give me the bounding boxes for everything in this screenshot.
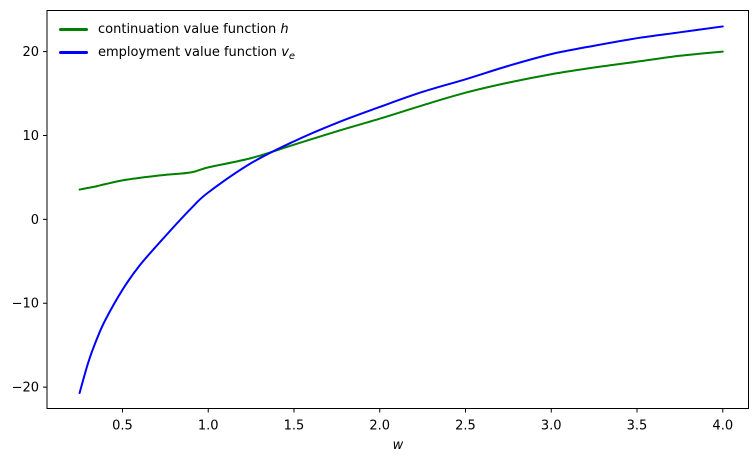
x-tick-label: 2.5 (455, 419, 476, 434)
x-tick-label: 1.5 (284, 419, 305, 434)
y-tick-label: −20 (12, 381, 39, 396)
y-tick-label: −10 (12, 297, 39, 312)
continuation-value-curve (78, 50, 724, 191)
employment-value-curve (78, 25, 724, 394)
legend-line-employment-icon (59, 51, 88, 54)
y-tick-label: 10 (22, 129, 39, 144)
legend-label-continuation-text: continuation value function (98, 22, 281, 37)
y-tick-label: 0 (31, 213, 39, 228)
legend-label-employment: employment value function ve (98, 43, 295, 62)
legend-label-employment-subscript: e (288, 51, 296, 62)
legend-item-continuation-value: continuation value function h (59, 20, 295, 39)
legend-line-continuation-icon (59, 28, 88, 31)
legend-label-employment-symbol: v (281, 45, 289, 60)
x-tick-label: 1.0 (198, 419, 219, 434)
legend-label-continuation: continuation value function h (98, 20, 289, 39)
x-tick-label: 3.0 (541, 419, 562, 434)
x-axis-label: w (392, 438, 404, 453)
legend: continuation value function h employment… (59, 20, 295, 62)
x-tick-label: 0.5 (112, 419, 133, 434)
legend-item-employment-value: employment value function ve (59, 43, 295, 62)
y-tick-label: 20 (22, 45, 39, 60)
x-tick-label: 2.0 (369, 419, 390, 434)
axes-spines (46, 10, 749, 409)
x-tick-label: 4.0 (712, 419, 733, 434)
legend-label-employment-text: employment value function (98, 45, 282, 60)
legend-label-continuation-symbol: h (280, 22, 289, 37)
x-tick-label: 3.5 (627, 419, 648, 434)
